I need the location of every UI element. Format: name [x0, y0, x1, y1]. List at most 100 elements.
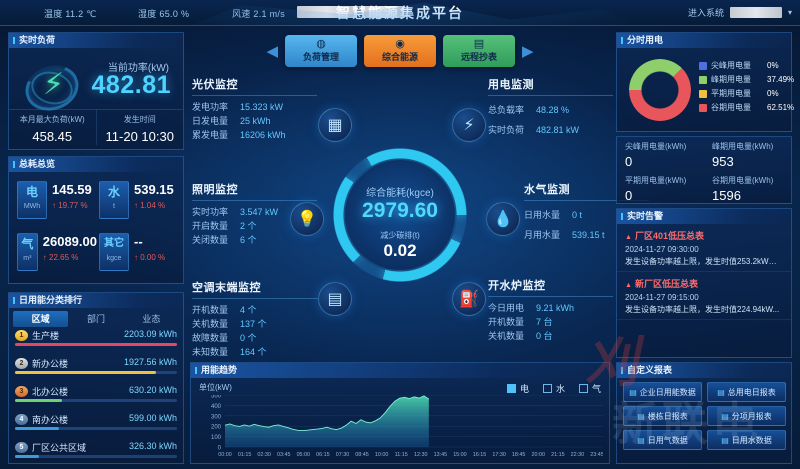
svg-text:15:00: 15:00 — [453, 452, 467, 458]
consumption-cell-gas[interactable]: 气 m³ 26089.00 ↑ 22.65 % — [15, 229, 97, 281]
ranking-group-department[interactable]: 部门 — [86, 314, 105, 324]
svg-text:200: 200 — [211, 425, 222, 431]
legend-name: 平期用电量 — [711, 89, 751, 98]
svg-text:05:00: 05:00 — [297, 452, 311, 458]
svg-text:23:45: 23:45 — [590, 452, 603, 458]
report-button[interactable]: ▤ 楼栋日报表 — [623, 406, 702, 426]
tou-donut-chart — [629, 59, 691, 121]
rank-medal-icon: 1 — [15, 330, 28, 341]
rank-value: 2203.09 kWh — [123, 329, 177, 339]
energy-icon: ◉ — [395, 38, 405, 50]
rank-medal-icon: 2 — [15, 358, 28, 369]
pv-monitor: 光伏监控 发电功率 15.323 kW 日发电量 25 kWh 累发电量 16206 … — [192, 76, 317, 142]
tou-legend: 尖峰用电量 0% 峰期用电量 37.49% 平期用电量 0% 谷期用电量 62.51% — [699, 59, 794, 115]
lighting-row-2: 关闭数量 6 个 — [192, 235, 257, 245]
consumption-grid: 电 MWh 145.59 ↑ 19.77 % 水 t 539.15 ↑ 1.04… — [15, 177, 179, 281]
nav-button-remote-meter[interactable]: ▤ 远程抄表 — [443, 35, 515, 67]
water-type: 水 — [107, 185, 120, 199]
legend-percent: 62.51% — [767, 103, 795, 112]
report-button[interactable]: ▤ 企业日用能数据 — [623, 382, 702, 402]
app-header: 温度 11.2 ℃ 湿度 65.0 % 风速 2.1 m/s 智慧能源集成平台 … — [0, 0, 800, 26]
ranking-row[interactable]: 2 新办公楼 1927.56 kWh — [15, 357, 177, 383]
ranking-row[interactable]: 4 南办公楼 599.00 kWh — [15, 413, 177, 439]
nav-next-arrow-icon[interactable]: ▶ — [522, 43, 534, 60]
ranking-group-business[interactable]: 业态 — [142, 314, 161, 324]
total-consumption-panel: 总耗总览 电 MWh 145.59 ↑ 19.77 % 水 t 539.15 — [8, 156, 184, 284]
alarm-item[interactable]: 厂区401低压总表 2024-11-27 09:30:00 发生设备功率越上限，… — [617, 224, 791, 272]
chevron-down-icon[interactable]: ▾ — [787, 8, 792, 17]
ranking-row[interactable]: 3 北办公楼 630.20 kWh — [15, 385, 177, 411]
pv-row-1: 日发电量 25 kWh — [192, 116, 271, 126]
report-button[interactable]: ▤ 日用水数据 — [707, 430, 786, 450]
boiler-icon[interactable]: ⛽ — [452, 282, 486, 316]
gas-change: ↑ 22.65 % — [42, 253, 79, 262]
consumption-cell-water[interactable]: 水 t 539.15 ↑ 1.04 % — [97, 177, 179, 229]
page-title: 智慧能源集成平台 — [0, 0, 800, 26]
alarm-device: 新厂区低压总表 — [625, 277, 783, 290]
pv-row-0: 发电功率 15.323 kW — [192, 102, 284, 112]
report-button[interactable]: ▤ 日用气数据 — [623, 430, 702, 450]
legend-swatch-water — [542, 384, 552, 393]
other-type: 其它 — [104, 238, 124, 249]
report-label: 日用水数据 — [731, 435, 772, 445]
hvac-monitor-title: 空调末端监控 — [192, 279, 324, 299]
consumption-cell-electric[interactable]: 电 MWh 145.59 ↑ 19.77 % — [15, 177, 97, 229]
nav-button-integrated-energy[interactable]: ◉ 综合能源 — [364, 35, 436, 67]
svg-text:11:15: 11:15 — [395, 452, 408, 458]
ranking-row[interactable]: 1 生产楼 2203.09 kWh — [15, 329, 177, 355]
gas-unit: m³ — [23, 255, 32, 262]
svg-text:18:45: 18:45 — [512, 452, 526, 458]
report-button[interactable]: ▤ 分项月报表 — [707, 406, 786, 426]
solar-panel-icon[interactable]: ▦ — [318, 108, 352, 142]
document-icon: ▤ — [721, 411, 729, 421]
lightning-icon: ⚡ — [43, 68, 65, 101]
boiler-monitor-title: 开水炉监控 — [488, 277, 613, 297]
svg-text:500: 500 — [211, 395, 222, 400]
alarm-item[interactable]: 新厂区低压总表 2024-11-27 09:15:00 发生设备功率越上限，发生… — [617, 272, 791, 320]
nav-button-load-management[interactable]: ◍ 负荷管理 — [285, 35, 357, 67]
water-row-0: 日用水量 0 t — [524, 210, 583, 220]
lightning-icon[interactable]: ⚡ — [452, 108, 486, 142]
svg-text:00:00: 00:00 — [218, 452, 232, 458]
consumption-cell-other[interactable]: 其它 kgce -- ↑ 0.00 % — [97, 229, 179, 281]
trend-legend-water[interactable]: 水 — [542, 382, 565, 395]
header-actions: 进入系统 ▾ — [688, 6, 792, 19]
other-unit: kgce — [106, 255, 122, 262]
svg-text:10:00: 10:00 — [375, 452, 389, 458]
air-conditioner-icon[interactable]: ▤ — [318, 282, 352, 316]
rank-value: 599.00 kWh — [128, 413, 177, 423]
other-change: ↑ 0.00 % — [134, 253, 166, 262]
enter-system-label[interactable]: 进入系统 — [687, 8, 724, 18]
other-tag: 其它 kgce — [99, 233, 129, 271]
legend-name: 峰期用电量 — [711, 75, 751, 84]
report-button[interactable]: ▤ 总用电日报表 — [707, 382, 786, 402]
legend-swatch-electric — [506, 384, 516, 393]
rank-bar — [15, 371, 177, 374]
weather-temperature: 温度 11.2 ℃ — [44, 7, 97, 20]
rank-name: 南办公楼 — [32, 415, 69, 425]
boiler-row-0: 今日用电 9.21 kWh — [488, 303, 575, 313]
arrow-up-icon: ↑ — [134, 253, 138, 262]
ranking-row[interactable]: 5 厂区公共区域 326.30 kWh — [15, 441, 177, 467]
ranking-group-area[interactable]: 区域 — [13, 311, 69, 327]
trend-legend-electric[interactable]: 电 — [506, 382, 529, 395]
power-row-0: 总负载率 48.28 % — [488, 105, 570, 115]
trend-legend-gas[interactable]: 气 — [578, 382, 601, 395]
light-bulb-icon[interactable]: 💡 — [290, 202, 324, 236]
daily-energy-ranking-panel: 日用能分类排行 区域 部门 业态 1 生产楼 2203.09 kWh 2 新办公楼 192… — [8, 292, 184, 464]
svg-text:06:15: 06:15 — [316, 452, 330, 458]
meter-icon: ▤ — [473, 38, 485, 50]
trend-plot-area: 0 100 200 300 400 500 00:00 01:15 02:30 03:45 05:0… — [199, 394, 604, 459]
tou-legend-item: 平期用电量 0% — [699, 87, 794, 101]
legend-percent: 0% — [767, 89, 779, 98]
ranking-title: 日用能分类排行 — [9, 293, 183, 308]
rank-bar — [15, 399, 177, 402]
svg-text:0: 0 — [218, 446, 222, 452]
boiler-row-2: 关机数量 0 台 — [488, 331, 553, 341]
nav-prev-arrow-icon[interactable]: ◀ — [266, 43, 278, 60]
energy-trend-panel: 用能趋势 单位(kW) 电 水 气 0 100 200 300 400 500 00:00 0… — [190, 362, 610, 464]
water-drop-icon[interactable]: 💧 — [486, 202, 520, 236]
svg-text:22:30: 22:30 — [571, 452, 585, 458]
gas-tag: 气 m³ — [17, 233, 38, 271]
water-row-1: 月用水量 539.15 t — [524, 230, 605, 240]
